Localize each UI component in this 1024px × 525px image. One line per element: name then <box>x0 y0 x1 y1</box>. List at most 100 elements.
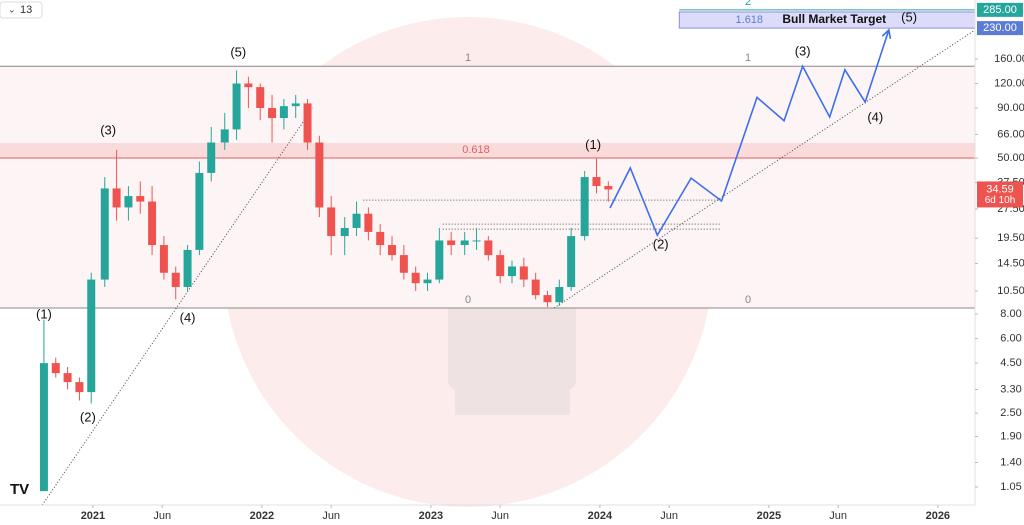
candle-body <box>136 196 145 202</box>
x-tick-label: Jun <box>829 510 847 522</box>
x-tick-label: 2026 <box>926 510 950 522</box>
wave-label: (1) <box>585 137 601 152</box>
axes: 160.00120.0090.0066.0050.0037.5027.5019.… <box>81 2 1024 522</box>
candle-body <box>364 213 373 232</box>
last-price-label: 34.59 <box>986 183 1014 195</box>
interval-button[interactable] <box>0 1 43 19</box>
projection-line <box>609 29 890 238</box>
trendline <box>41 107 314 506</box>
candle-body <box>399 255 408 273</box>
wave-label: (2) <box>653 236 669 251</box>
candle-body <box>447 240 456 246</box>
y-tick-label: 6.00 <box>1000 333 1021 345</box>
y-tick-label: 1.05 <box>1000 481 1021 493</box>
candle-body <box>531 279 540 296</box>
y-tick-label: 4.50 <box>1000 357 1021 369</box>
candle-body <box>279 106 288 119</box>
target-ratio: 1.618 <box>736 14 764 26</box>
candle-body <box>232 83 241 130</box>
interval-caret: ⌄ <box>8 4 16 14</box>
candle-body <box>244 83 253 88</box>
candle-body <box>508 266 517 277</box>
price-axis-panel <box>975 0 1024 525</box>
projection-arrow <box>881 28 892 39</box>
candle-body <box>183 249 192 287</box>
level-label: 1 <box>465 52 471 64</box>
y-tick-label: 1.40 <box>1000 456 1021 468</box>
price-tag-label: 230.00 <box>983 22 1017 34</box>
candle-body <box>51 363 60 374</box>
candle-body <box>100 188 109 280</box>
countdown: 6d 10h <box>985 195 1016 206</box>
candle-body <box>171 272 180 287</box>
candle-body <box>220 129 229 143</box>
candle-body <box>604 186 613 190</box>
y-tick-label: 14.50 <box>997 257 1024 269</box>
candle-body <box>75 382 84 393</box>
level-label: 0 <box>745 294 751 306</box>
y-tick-label: 8.00 <box>1000 308 1021 320</box>
candle-body <box>376 231 385 246</box>
candle-body <box>303 103 312 143</box>
candle-body <box>484 240 493 256</box>
x-tick-label: 2022 <box>250 510 274 522</box>
x-tick-label: Jun <box>491 510 509 522</box>
candle-body <box>472 240 481 242</box>
candle-body <box>423 279 432 284</box>
x-tick-label: Jun <box>322 510 340 522</box>
candle-body <box>315 142 324 208</box>
candle-body <box>460 240 469 246</box>
candle-body <box>256 87 265 109</box>
candle-body <box>112 188 121 208</box>
candle-body <box>352 213 361 228</box>
y-tick-label: 90.00 <box>997 102 1024 114</box>
y-tick-label: 10.50 <box>997 285 1024 297</box>
candle-body <box>291 103 300 107</box>
price-tag <box>977 21 1023 36</box>
candle-body <box>268 108 277 119</box>
y-tick-label: 1.90 <box>1000 430 1021 442</box>
y-tick-label: 3.30 <box>1000 383 1021 395</box>
x-tick-label: 2024 <box>588 510 613 522</box>
candle-body <box>411 272 420 284</box>
candle-body <box>567 236 576 287</box>
candle-body <box>63 373 72 383</box>
candle-body <box>340 227 349 237</box>
candle-body <box>496 255 505 277</box>
level-label: 0 <box>465 294 471 306</box>
candle-body <box>124 196 133 208</box>
trendline <box>553 29 976 309</box>
last-price-tag <box>977 181 1023 208</box>
candle-body <box>519 266 528 280</box>
candle-body <box>580 177 589 237</box>
price-tag <box>977 2 1023 17</box>
candle-body <box>327 207 336 237</box>
candle-body <box>207 142 216 173</box>
watermark-bullet-base <box>455 390 570 415</box>
wave-label: (2) <box>80 409 96 424</box>
wave-label: (3) <box>100 122 116 137</box>
level-label: 1 <box>745 52 751 64</box>
candle-body <box>87 279 96 393</box>
wave-label: (3) <box>795 43 811 58</box>
fib-area <box>0 66 975 308</box>
x-tick-label: Jun <box>153 510 171 522</box>
y-tick-label: 2.50 <box>1000 407 1021 419</box>
wave-label: (1) <box>36 307 52 322</box>
y-tick-label: 160.00 <box>994 53 1024 65</box>
y-tick-label: 120.00 <box>994 77 1024 89</box>
wave-label: (4) <box>867 109 883 124</box>
x-tick-label: 2023 <box>419 510 443 522</box>
candle-body <box>159 245 168 273</box>
interval-label: 13 <box>20 4 32 16</box>
logo: TV <box>10 481 29 498</box>
y-tick-label: 66.00 <box>997 128 1024 140</box>
wave-label: (4) <box>180 310 196 325</box>
target-label: Bull Market Target <box>782 12 886 26</box>
y-tick-label: 50.00 <box>997 152 1024 164</box>
price-tag-label: 285.00 <box>983 4 1017 16</box>
wave-label: (5) <box>230 44 246 59</box>
wave-label: (5) <box>901 9 917 24</box>
candle-body <box>592 177 601 187</box>
